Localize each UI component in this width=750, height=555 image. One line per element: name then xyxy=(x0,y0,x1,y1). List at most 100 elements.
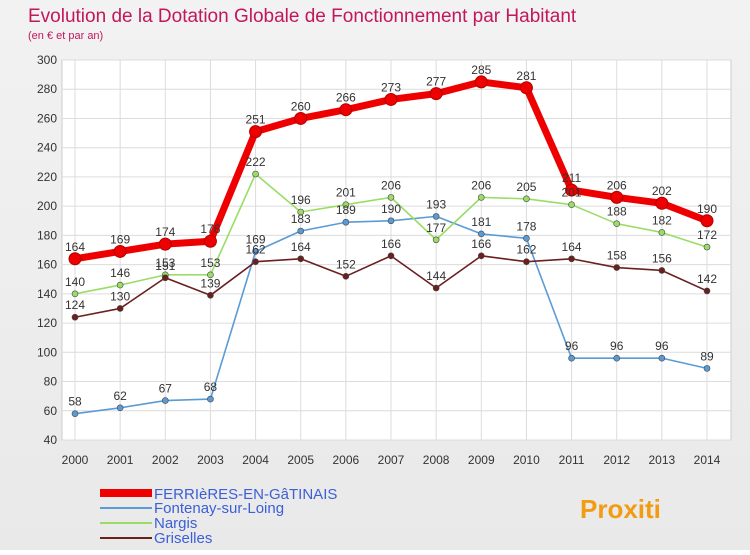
data-point-s2-11 xyxy=(568,201,575,208)
x-tick-label-2004: 2004 xyxy=(242,453,269,467)
data-point-s1-2 xyxy=(161,397,169,404)
x-tick-label-2006: 2006 xyxy=(333,453,360,467)
y-tick-label-300: 300 xyxy=(37,53,57,67)
data-label-s3-2: 151 xyxy=(155,259,175,273)
data-label-s3-1: 130 xyxy=(110,289,130,303)
data-point-s1-8 xyxy=(432,213,440,220)
data-point-s3-1 xyxy=(116,305,124,312)
data-label-s1-9: 181 xyxy=(471,215,491,229)
data-label-s2-10: 205 xyxy=(516,180,536,194)
data-point-s3-7 xyxy=(387,252,395,260)
y-tick-label-180: 180 xyxy=(37,228,57,242)
y-tick-label-240: 240 xyxy=(37,141,57,155)
data-label-s1-14: 89 xyxy=(700,349,714,363)
data-point-s0-13 xyxy=(655,196,669,210)
data-label-s3-10: 162 xyxy=(516,243,536,257)
y-tick-label-60: 60 xyxy=(44,404,58,418)
data-point-s2-10 xyxy=(523,195,530,203)
x-tick-label-2014: 2014 xyxy=(694,453,721,467)
data-label-s3-7: 166 xyxy=(381,237,401,251)
data-point-s3-11 xyxy=(568,255,575,263)
data-point-s0-2 xyxy=(158,237,172,251)
data-point-s2-3 xyxy=(207,271,214,279)
data-label-s2-14: 172 xyxy=(697,228,717,242)
data-label-s2-6: 201 xyxy=(336,186,356,200)
data-label-s1-4: 169 xyxy=(246,232,266,246)
data-label-s2-3: 153 xyxy=(200,256,220,270)
data-point-s2-13 xyxy=(658,229,666,236)
data-point-s3-0 xyxy=(71,313,79,321)
data-point-s1-10 xyxy=(523,235,530,242)
data-point-s0-0 xyxy=(68,252,82,266)
data-point-s2-1 xyxy=(116,281,124,289)
data-label-s3-9: 166 xyxy=(471,237,491,251)
data-point-s1-14 xyxy=(703,365,711,372)
data-point-s0-7 xyxy=(384,92,398,106)
data-point-s0-11 xyxy=(565,183,579,197)
data-label-s1-2: 67 xyxy=(159,382,173,396)
data-label-s3-12: 158 xyxy=(607,249,627,263)
series-layer xyxy=(68,75,714,417)
y-tick-label-280: 280 xyxy=(37,82,57,96)
x-tick-label-2001: 2001 xyxy=(107,453,134,467)
data-label-s2-0: 140 xyxy=(65,275,85,289)
data-point-s3-8 xyxy=(432,284,440,292)
data-label-s0-6: 266 xyxy=(336,91,356,105)
data-label-s2-9: 206 xyxy=(471,178,491,192)
data-label-s3-13: 156 xyxy=(652,251,672,265)
data-label-s1-1: 62 xyxy=(113,389,127,403)
data-point-s1-6 xyxy=(342,218,350,226)
data-point-s1-12 xyxy=(613,354,621,362)
data-point-s3-2 xyxy=(161,274,169,282)
x-tick-label-2002: 2002 xyxy=(152,453,179,467)
data-point-s1-11 xyxy=(568,354,575,362)
data-label-s1-6: 189 xyxy=(336,203,356,217)
y-tick-label-100: 100 xyxy=(37,345,57,359)
data-point-s2-12 xyxy=(613,220,621,227)
y-tick-label-120: 120 xyxy=(37,316,57,330)
data-point-s0-12 xyxy=(610,190,624,204)
data-point-s1-1 xyxy=(116,404,124,412)
data-point-s3-9 xyxy=(477,252,485,260)
data-point-s0-5 xyxy=(294,111,308,125)
data-point-s0-4 xyxy=(249,125,263,139)
data-point-s2-7 xyxy=(387,194,395,201)
data-label-s3-14: 142 xyxy=(697,272,717,286)
data-label-s0-12: 206 xyxy=(607,178,627,192)
data-point-s3-13 xyxy=(658,267,666,274)
x-tick-label-2012: 2012 xyxy=(603,453,630,467)
data-label-s0-0: 164 xyxy=(65,240,85,254)
data-label-s2-1: 146 xyxy=(110,266,130,280)
data-point-s3-3 xyxy=(207,292,214,299)
data-label-s0-8: 277 xyxy=(426,75,446,89)
data-label-s2-13: 182 xyxy=(652,213,672,227)
x-tick-label-2010: 2010 xyxy=(513,453,540,467)
data-point-s1-3 xyxy=(207,395,214,403)
data-point-s1-0 xyxy=(71,410,79,417)
legend-label-fontenay: Fontenay-sur-Loing xyxy=(154,500,284,517)
data-label-s2-2: 153 xyxy=(155,256,175,270)
data-label-s1-12: 96 xyxy=(610,339,624,353)
data-label-s2-7: 206 xyxy=(381,178,401,192)
data-label-s1-10: 178 xyxy=(516,219,536,233)
data-point-s0-14 xyxy=(700,214,714,228)
legend-label-ferrieres: FERRIèRES-EN-GâTINAIS xyxy=(154,486,337,503)
data-point-s1-9 xyxy=(477,230,485,238)
data-point-s3-10 xyxy=(523,258,530,265)
y-tick-label-140: 140 xyxy=(37,287,57,301)
data-point-s2-0 xyxy=(71,290,79,298)
data-label-s2-12: 188 xyxy=(607,205,627,219)
x-axis: 2000 2001 2002 2003 2004 2005 2006 2007 2008 2009… xyxy=(62,453,721,467)
data-point-s1-5 xyxy=(297,227,305,235)
y-tick-label-160: 160 xyxy=(37,258,57,272)
data-point-s2-14 xyxy=(703,243,711,251)
data-label-s1-13: 96 xyxy=(655,339,669,353)
data-point-s2-6 xyxy=(342,201,350,208)
x-tick-label-2005: 2005 xyxy=(287,453,314,467)
data-point-s3-12 xyxy=(613,264,621,271)
data-point-s1-7 xyxy=(387,217,395,225)
data-label-s1-0: 58 xyxy=(68,395,82,409)
data-label-s3-11: 164 xyxy=(562,240,582,254)
